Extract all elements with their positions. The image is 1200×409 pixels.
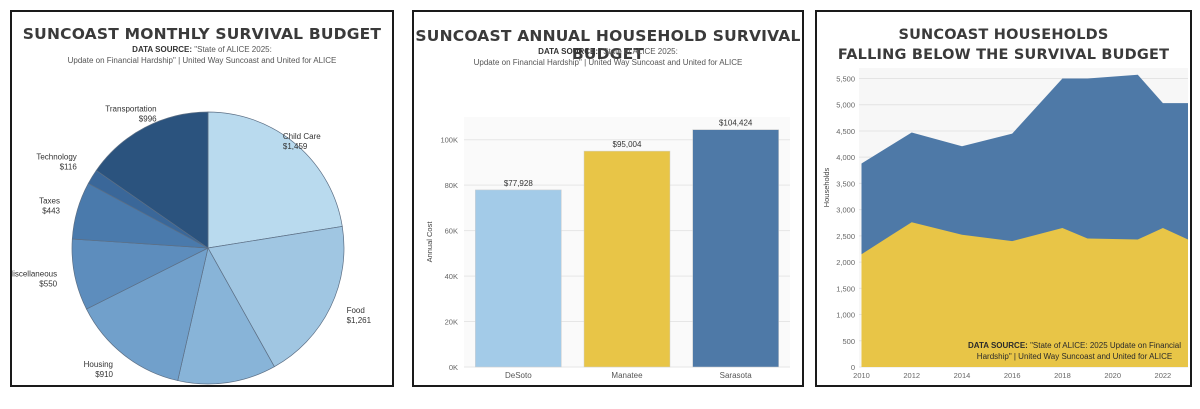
area-xtick-label: 2020	[1104, 371, 1121, 380]
pie-chart-title: SUNCOAST MONTHLY SURVIVAL BUDGET	[22, 25, 382, 43]
pie-label-food: Food	[347, 306, 365, 315]
bar-source-label: DATA SOURCE:	[538, 47, 599, 56]
pie-value-food: $1,261	[347, 316, 372, 325]
area-xtick-label: 2022	[1155, 371, 1172, 380]
area-ytick-label: 3,000	[836, 206, 855, 215]
area-chart-title: SUNCOAST HOUSEHOLDS FALLING BELOW THE SU…	[817, 25, 1190, 65]
bar-manatee	[583, 150, 671, 368]
area-ytick-label: 2,000	[836, 258, 855, 267]
pie-slice-health-care	[177, 247, 275, 385]
bar-y-axis-label: Annual Cost	[425, 221, 434, 263]
area-ytick-label: 500	[842, 337, 855, 346]
area-chart-source: DATA SOURCE: "State of ALICE: 2025 Updat…	[967, 340, 1182, 362]
area-ytick-label: 1,500	[836, 284, 855, 293]
bar-source-text-2: Update on Financial Hardship" | United W…	[473, 58, 743, 67]
pie-value-taxes: $443	[42, 206, 60, 215]
bar-value-label-manatee: $95,004	[613, 140, 642, 149]
area-ytick-label: 5,500	[836, 74, 855, 83]
area-y-axis-label: Households	[822, 167, 831, 207]
bar-category-label-sarasota: Sarasota	[720, 371, 753, 380]
bar-ytick-label: 80K	[445, 181, 458, 190]
bar-category-label-manatee: Manatee	[611, 371, 643, 380]
pie-slice-housing	[86, 247, 209, 382]
bar-ytick-label: 60K	[445, 227, 458, 236]
area-ytick-label: 2,500	[836, 232, 855, 241]
area-ytick-label: 3,500	[836, 179, 855, 188]
pie-chart-panel: SUNCOAST MONTHLY SURVIVAL BUDGET DATA SO…	[10, 10, 394, 387]
bar-ytick-label: 20K	[445, 318, 458, 327]
area-chart: 0 500 1,000 1,500 2,000 2,500 3,000 3,500 4,000 4…	[822, 68, 1188, 380]
pie-source-text-1: "State of ALICE 2025:	[194, 45, 272, 54]
area-ytick-label: 0	[851, 363, 855, 372]
bar-ytick-label: 100K	[440, 136, 458, 145]
bar-chart-source: DATA SOURCE: "State of ALICE 2025: Updat…	[414, 46, 802, 68]
pie-slice-food	[207, 226, 345, 368]
pie-value-housing: $910	[95, 370, 113, 379]
pie-label-technology: Technology	[36, 152, 76, 161]
pie-chart-source: DATA SOURCE: "State of ALICE 2025: Updat…	[12, 44, 392, 66]
bar-value-label-desoto: $77,928	[504, 179, 533, 188]
area-xtick-label: 2012	[903, 371, 920, 380]
area-ytick-label: 4,500	[836, 127, 855, 136]
area-source-text-1: "State of ALICE: 2025 Update on Financia…	[1030, 341, 1182, 350]
bar-value-label-sarasota: $104,424	[719, 119, 753, 128]
bar-desoto	[475, 189, 562, 368]
area-source-label: DATA SOURCE:	[967, 341, 1028, 350]
area-title-line-2: FALLING BELOW THE SURVIVAL BUDGET	[837, 47, 1170, 63]
pie-value-miscellaneous: $550	[39, 280, 57, 289]
pie-label-child-care: Child Care	[283, 132, 321, 141]
pie-label-miscellaneous: Miscellaneous	[12, 270, 57, 279]
area-xtick-label: 2016	[1004, 371, 1021, 380]
area-xtick-label: 2014	[954, 371, 971, 380]
pie-label-transportation: Transportation	[105, 105, 156, 114]
area-source-text-2: Hardship" | United Way Suncoast and Unit…	[976, 352, 1173, 361]
pie-source-text-2: Update on Financial Hardship" | United W…	[67, 56, 337, 65]
area-title-line-1: SUNCOAST HOUSEHOLDS	[898, 27, 1109, 43]
bar-ytick-label: 40K	[445, 272, 458, 281]
pie-value-child-care: $1,459	[283, 142, 308, 151]
area-xtick-label: 2018	[1054, 371, 1071, 380]
bar-category-label-desoto: DeSoto	[505, 371, 532, 380]
pie-value-transportation: $996	[139, 115, 157, 124]
pie-value-technology: $116	[60, 162, 78, 171]
area-ytick-label: 5,000	[836, 101, 855, 110]
pie-slice-transportation	[95, 111, 209, 249]
area-xtick-label: 2010	[853, 371, 870, 380]
pie-source-label: DATA SOURCE:	[132, 45, 193, 54]
area-series-0	[861, 222, 1188, 367]
area-chart-panel: SUNCOAST HOUSEHOLDS FALLING BELOW THE SU…	[815, 10, 1192, 387]
bar-sarasota	[692, 129, 779, 368]
pie-slice-child-care	[207, 111, 343, 249]
bar-chart-panel: SUNCOAST ANNUAL HOUSEHOLD SURVIVAL BUDGE…	[412, 10, 804, 387]
bar-ytick-label: 0K	[449, 363, 458, 372]
pie-label-housing: Housing	[84, 360, 113, 369]
bar-source-text-1: "State of ALICE 2025:	[600, 47, 678, 56]
bar-chart-title: SUNCOAST ANNUAL HOUSEHOLD SURVIVAL BUDGE…	[415, 27, 801, 63]
bar-chart: 0K 20K 40K 60K 80K 100K Annual Cost $77,928 DeSo…	[425, 117, 790, 380]
pie-label-taxes: Taxes	[39, 196, 60, 205]
area-ytick-label: 1,000	[836, 311, 855, 320]
area-ytick-label: 4,000	[836, 153, 855, 162]
